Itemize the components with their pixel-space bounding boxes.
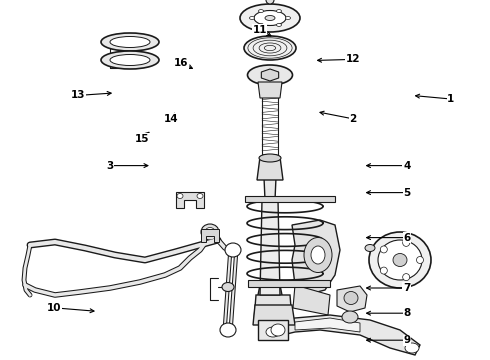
Text: 8: 8 xyxy=(403,308,410,318)
Ellipse shape xyxy=(403,274,410,280)
Text: 5: 5 xyxy=(403,188,410,198)
Ellipse shape xyxy=(380,267,387,274)
Ellipse shape xyxy=(266,327,280,337)
Text: 4: 4 xyxy=(403,161,411,171)
Ellipse shape xyxy=(304,238,332,273)
Ellipse shape xyxy=(259,10,264,13)
Polygon shape xyxy=(201,229,219,242)
Text: 10: 10 xyxy=(47,303,61,313)
Text: 11: 11 xyxy=(252,24,267,35)
Ellipse shape xyxy=(378,240,422,280)
Ellipse shape xyxy=(403,239,410,246)
Ellipse shape xyxy=(240,4,300,32)
Text: 3: 3 xyxy=(107,161,114,171)
Ellipse shape xyxy=(265,15,275,21)
Polygon shape xyxy=(295,318,360,332)
Text: 13: 13 xyxy=(71,90,86,100)
Polygon shape xyxy=(337,286,367,312)
Polygon shape xyxy=(253,305,295,325)
Text: 2: 2 xyxy=(349,114,356,124)
Ellipse shape xyxy=(259,154,281,162)
Ellipse shape xyxy=(110,54,150,66)
Ellipse shape xyxy=(271,324,285,336)
Text: 7: 7 xyxy=(403,283,411,293)
Ellipse shape xyxy=(110,36,150,48)
Polygon shape xyxy=(261,69,279,81)
Polygon shape xyxy=(260,200,280,295)
Text: 6: 6 xyxy=(403,233,410,243)
Ellipse shape xyxy=(380,246,387,253)
Ellipse shape xyxy=(177,194,183,198)
Ellipse shape xyxy=(222,283,234,292)
Text: 16: 16 xyxy=(174,58,189,68)
Ellipse shape xyxy=(416,256,423,264)
Ellipse shape xyxy=(342,311,358,323)
Polygon shape xyxy=(263,155,277,200)
Text: 1: 1 xyxy=(447,94,454,104)
Ellipse shape xyxy=(344,292,358,305)
Ellipse shape xyxy=(266,0,274,4)
Polygon shape xyxy=(293,285,330,315)
Polygon shape xyxy=(292,220,340,295)
Ellipse shape xyxy=(286,17,291,19)
Ellipse shape xyxy=(369,232,431,288)
Polygon shape xyxy=(258,320,288,340)
Ellipse shape xyxy=(101,33,159,51)
Ellipse shape xyxy=(225,243,241,257)
Ellipse shape xyxy=(247,65,293,85)
Ellipse shape xyxy=(254,10,286,26)
Ellipse shape xyxy=(259,23,264,26)
Ellipse shape xyxy=(249,17,254,19)
Polygon shape xyxy=(257,157,283,180)
Ellipse shape xyxy=(197,194,203,198)
Ellipse shape xyxy=(276,23,281,26)
Ellipse shape xyxy=(311,246,325,264)
Ellipse shape xyxy=(205,228,215,237)
Ellipse shape xyxy=(393,253,407,266)
Ellipse shape xyxy=(365,244,375,252)
Polygon shape xyxy=(176,192,204,208)
Ellipse shape xyxy=(101,51,159,69)
Polygon shape xyxy=(270,315,420,355)
Ellipse shape xyxy=(201,224,219,240)
Text: 12: 12 xyxy=(345,54,360,64)
Text: 14: 14 xyxy=(164,114,179,124)
Polygon shape xyxy=(258,82,282,98)
Polygon shape xyxy=(248,280,330,287)
Polygon shape xyxy=(245,196,335,202)
Text: 9: 9 xyxy=(403,335,410,345)
Ellipse shape xyxy=(276,10,281,13)
Ellipse shape xyxy=(405,343,419,353)
Ellipse shape xyxy=(220,323,236,337)
Polygon shape xyxy=(255,285,285,310)
Polygon shape xyxy=(254,295,292,320)
Ellipse shape xyxy=(244,36,296,60)
Text: 15: 15 xyxy=(135,134,149,144)
